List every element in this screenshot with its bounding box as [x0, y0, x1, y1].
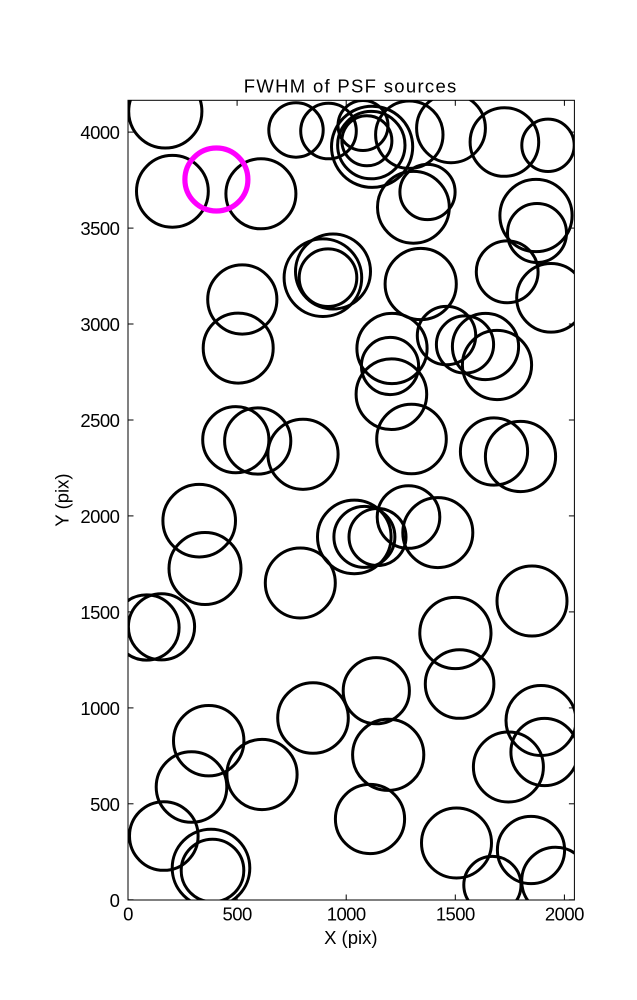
svg-text:FWHM of PSF sources: FWHM of PSF sources: [244, 76, 458, 97]
svg-text:500: 500: [90, 794, 119, 815]
svg-text:Y (pix): Y (pix): [52, 473, 73, 526]
svg-text:1000: 1000: [327, 904, 366, 925]
svg-text:0: 0: [123, 904, 133, 925]
svg-text:X (pix): X (pix): [324, 927, 377, 948]
svg-text:1500: 1500: [436, 904, 475, 925]
svg-text:2000: 2000: [545, 904, 584, 925]
svg-text:2500: 2500: [80, 410, 119, 431]
svg-text:1500: 1500: [80, 602, 119, 623]
svg-text:3000: 3000: [80, 314, 119, 335]
svg-text:1000: 1000: [80, 698, 119, 719]
svg-text:500: 500: [222, 904, 251, 925]
svg-text:4000: 4000: [80, 122, 119, 143]
svg-text:3500: 3500: [80, 218, 119, 239]
svg-text:0: 0: [110, 890, 120, 911]
svg-text:2000: 2000: [80, 506, 119, 527]
